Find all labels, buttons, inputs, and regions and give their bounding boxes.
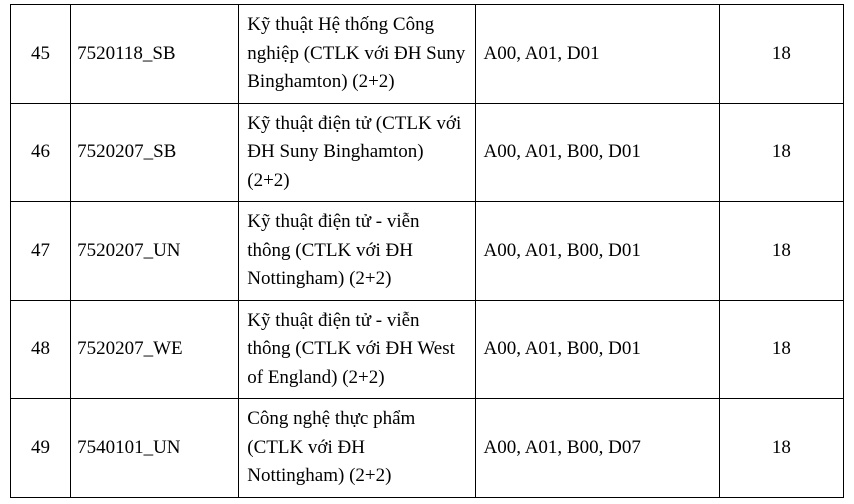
table-row: 46 7520207_SB Kỹ thuật điện tử (CTLK với… [11,103,844,202]
cell-name: Công nghệ thực phẩm (CTLK với ĐH Notting… [239,399,475,498]
cell-score: 18 [719,399,843,498]
cell-code: 7520207_WE [71,300,239,399]
programs-table: 45 7520118_SB Kỹ thuật Hệ thống Công ngh… [10,4,844,498]
cell-combo: A00, A01, D01 [475,5,719,104]
cell-name: Kỹ thuật điện tử - viễn thông (CTLK với … [239,300,475,399]
cell-combo: A00, A01, B00, D01 [475,103,719,202]
cell-code: 7540101_UN [71,399,239,498]
cell-score: 18 [719,5,843,104]
cell-score: 18 [719,202,843,301]
table-row: 47 7520207_UN Kỹ thuật điện tử - viễn th… [11,202,844,301]
cell-name: Kỹ thuật Hệ thống Công nghiệp (CTLK với … [239,5,475,104]
cell-num: 48 [11,300,71,399]
cell-num: 47 [11,202,71,301]
table-container: 45 7520118_SB Kỹ thuật Hệ thống Công ngh… [0,0,854,504]
table-row: 45 7520118_SB Kỹ thuật Hệ thống Công ngh… [11,5,844,104]
cell-num: 49 [11,399,71,498]
cell-code: 7520207_SB [71,103,239,202]
cell-num: 46 [11,103,71,202]
cell-code: 7520118_SB [71,5,239,104]
cell-combo: A00, A01, B00, D01 [475,202,719,301]
cell-num: 45 [11,5,71,104]
cell-combo: A00, A01, B00, D01 [475,300,719,399]
cell-name: Kỹ thuật điện tử - viễn thông (CTLK với … [239,202,475,301]
cell-name: Kỹ thuật điện tử (CTLK với ĐH Suny Bingh… [239,103,475,202]
table-row: 48 7520207_WE Kỹ thuật điện tử - viễn th… [11,300,844,399]
table-row: 49 7540101_UN Công nghệ thực phẩm (CTLK … [11,399,844,498]
cell-code: 7520207_UN [71,202,239,301]
cell-combo: A00, A01, B00, D07 [475,399,719,498]
cell-score: 18 [719,103,843,202]
cell-score: 18 [719,300,843,399]
